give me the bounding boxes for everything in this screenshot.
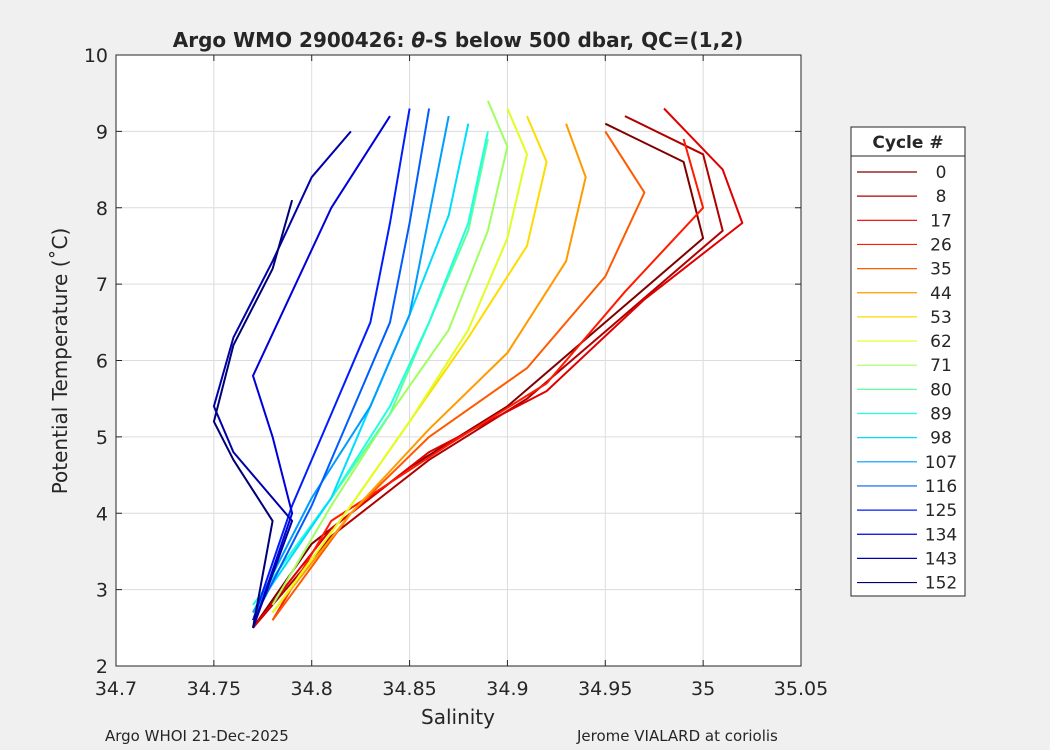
legend-label: 26 <box>930 235 952 255</box>
footer-left: Argo WHOI 21-Dec-2025 <box>105 727 289 745</box>
legend: Cycle # 0 8 17 26 35 44 53 62 71 80 89 98 107 116 125 1… <box>850 126 966 597</box>
footer-right: Jerome VIALARD at coriolis <box>576 727 778 745</box>
legend-label: 98 <box>930 429 952 449</box>
series-line-cycle-116 <box>252 108 431 621</box>
series-line-cycle-26 <box>271 138 705 621</box>
x-tick-label: 34.7 <box>95 678 137 700</box>
x-axis-label: Salinity <box>421 705 495 729</box>
x-tick-label: 34.9 <box>486 678 528 700</box>
series-line-cycle-71 <box>271 100 509 606</box>
x-axis: 34.7 34.75 34.8 34.85 34.9 34.95 35 35.05 <box>95 55 828 700</box>
y-tick-label: 5 <box>96 427 108 449</box>
legend-label: 89 <box>930 405 952 425</box>
y-tick-label: 3 <box>96 580 108 602</box>
y-tick-label: 4 <box>96 503 108 525</box>
legend-label: 125 <box>925 501 957 521</box>
y-tick-label: 6 <box>96 351 108 373</box>
x-tick-label: 35 <box>691 678 715 700</box>
legend-label: 0 <box>936 163 947 183</box>
chart-title: Argo WMO 2900426: θ-S below 500 dbar, QC… <box>173 28 743 52</box>
x-tick-label: 35.05 <box>774 678 828 700</box>
legend-label: 62 <box>930 332 952 352</box>
legend-label: 143 <box>925 549 957 569</box>
legend-title: Cycle # <box>872 133 943 153</box>
series-line-cycle-107 <box>252 115 450 613</box>
series-line-cycle-134 <box>252 115 391 629</box>
legend-label: 152 <box>925 574 957 594</box>
x-tick-label: 34.8 <box>291 678 333 700</box>
x-tick-label: 34.75 <box>187 678 241 700</box>
legend-label: 116 <box>925 477 957 497</box>
legend-label: 35 <box>930 260 952 280</box>
y-axis: 2 3 4 5 6 7 8 9 10 <box>84 45 801 678</box>
y-tick-label: 2 <box>96 656 108 678</box>
series-line-cycle-125 <box>252 108 411 621</box>
series-line-cycle-17 <box>252 107 744 629</box>
legend-label: 80 <box>930 380 952 400</box>
legend-box <box>850 126 966 597</box>
legend-label: 107 <box>925 453 957 473</box>
legend-label: 8 <box>936 187 947 207</box>
y-tick-label: 8 <box>96 198 108 220</box>
legend-label: 44 <box>930 284 952 304</box>
y-tick-label: 10 <box>84 45 108 67</box>
x-tick-label: 34.85 <box>382 678 436 700</box>
legend-label: 53 <box>930 308 952 328</box>
series-layer <box>212 100 744 629</box>
y-tick-label: 9 <box>96 121 108 143</box>
series-line-cycle-44 <box>271 123 587 614</box>
legend-items: 0 8 17 26 35 44 53 62 71 80 89 98 107 116 125 134 143 152 <box>857 163 957 594</box>
legend-label: 71 <box>930 356 952 376</box>
series-line-cycle-8 <box>252 115 724 629</box>
series-line-cycle-152 <box>212 199 294 628</box>
legend-label: 134 <box>925 525 957 545</box>
legend-label: 17 <box>930 211 952 231</box>
y-axis-label: Potential Temperature (˚C) <box>48 228 72 495</box>
series-line-cycle-143 <box>212 130 352 629</box>
x-tick-label: 34.95 <box>578 678 632 700</box>
y-tick-label: 7 <box>96 274 108 296</box>
series-line-cycle-62 <box>271 108 528 614</box>
